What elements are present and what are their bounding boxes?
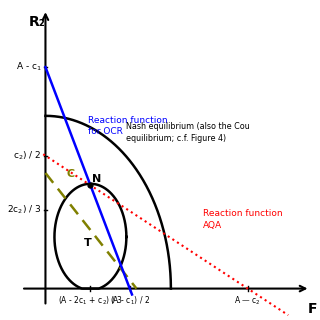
Text: N: N bbox=[92, 174, 101, 184]
Text: A — c$_2$: A — c$_2$ bbox=[234, 295, 261, 307]
Text: (A - c$_1$) / 2: (A - c$_1$) / 2 bbox=[110, 295, 150, 307]
Text: Nash equilibrium (also the Cou
equilibrium; c.f. Figure 4): Nash equilibrium (also the Cou equilibri… bbox=[125, 123, 249, 143]
Text: 2c$_2$) / 3: 2c$_2$) / 3 bbox=[7, 204, 41, 216]
Text: Reaction function
for OCR: Reaction function for OCR bbox=[88, 116, 168, 136]
Text: T: T bbox=[84, 238, 92, 248]
Text: A - c$_1$: A - c$_1$ bbox=[16, 61, 41, 73]
Text: F: F bbox=[308, 302, 317, 316]
Text: c$_2$) / 2: c$_2$) / 2 bbox=[13, 149, 41, 162]
Text: Reaction function
AQA: Reaction function AQA bbox=[203, 209, 283, 229]
Text: R₂: R₂ bbox=[29, 15, 46, 29]
Text: (A - 2c$_1$ + c$_2$) / 3: (A - 2c$_1$ + c$_2$) / 3 bbox=[58, 295, 123, 307]
Text: C: C bbox=[66, 169, 74, 179]
